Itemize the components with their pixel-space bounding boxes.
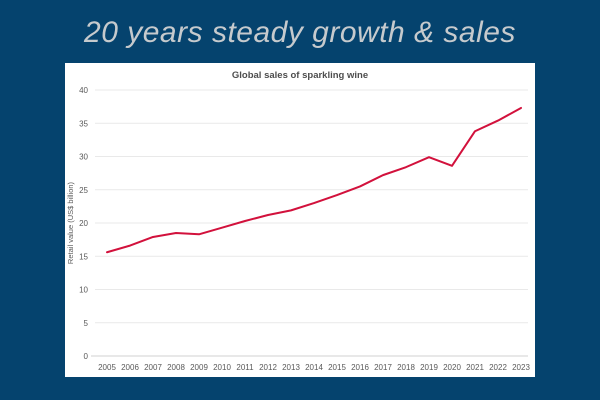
y-tick-label: 10 bbox=[79, 286, 88, 295]
x-tick-label: 2023 bbox=[512, 363, 530, 372]
chart-panel: Global sales of sparkling wine Retail va… bbox=[65, 63, 535, 377]
chart-title: Global sales of sparkling wine bbox=[232, 70, 368, 81]
x-tick-label: 2007 bbox=[144, 363, 162, 372]
y-tick-label: 15 bbox=[79, 252, 88, 261]
y-tick-label: 25 bbox=[79, 186, 88, 195]
y-tick-label: 30 bbox=[79, 153, 88, 162]
y-tick-label: 40 bbox=[79, 86, 88, 95]
y-tick-label: 0 bbox=[84, 352, 89, 361]
y-tick-label: 20 bbox=[79, 219, 88, 228]
y-axis-title: Retail value (US$ billion) bbox=[66, 181, 75, 264]
x-tick-label: 2006 bbox=[121, 363, 139, 372]
x-tick-label: 2018 bbox=[397, 363, 415, 372]
y-tick-label: 35 bbox=[79, 119, 88, 128]
x-tick-label: 2016 bbox=[351, 363, 369, 372]
x-tick-label: 2022 bbox=[489, 363, 507, 372]
y-tick-label: 5 bbox=[84, 319, 89, 328]
x-tick-label: 2017 bbox=[374, 363, 392, 372]
x-tick-label: 2011 bbox=[236, 363, 254, 372]
x-tick-label: 2009 bbox=[190, 363, 208, 372]
x-tick-label: 2014 bbox=[305, 363, 323, 372]
x-tick-label: 2010 bbox=[213, 363, 231, 372]
x-tick-label: 2013 bbox=[282, 363, 300, 372]
x-tick-label: 2019 bbox=[420, 363, 438, 372]
plot-area: 0 5 10 15 20 25 30 35 40 2005 2006 2007 2008 2009 2010… bbox=[79, 86, 530, 372]
x-tick-label: 2021 bbox=[466, 363, 484, 372]
page-title: 20 years steady growth & sales bbox=[84, 16, 516, 49]
x-tick-label: 2012 bbox=[259, 363, 277, 372]
x-tick-label: 2020 bbox=[443, 363, 461, 372]
x-tick-label: 2015 bbox=[328, 363, 346, 372]
data-line bbox=[106, 106, 522, 254]
x-tick-label: 2005 bbox=[98, 363, 116, 372]
chart-svg: Global sales of sparkling wine Retail va… bbox=[66, 70, 530, 372]
x-tick-label: 2008 bbox=[167, 363, 185, 372]
